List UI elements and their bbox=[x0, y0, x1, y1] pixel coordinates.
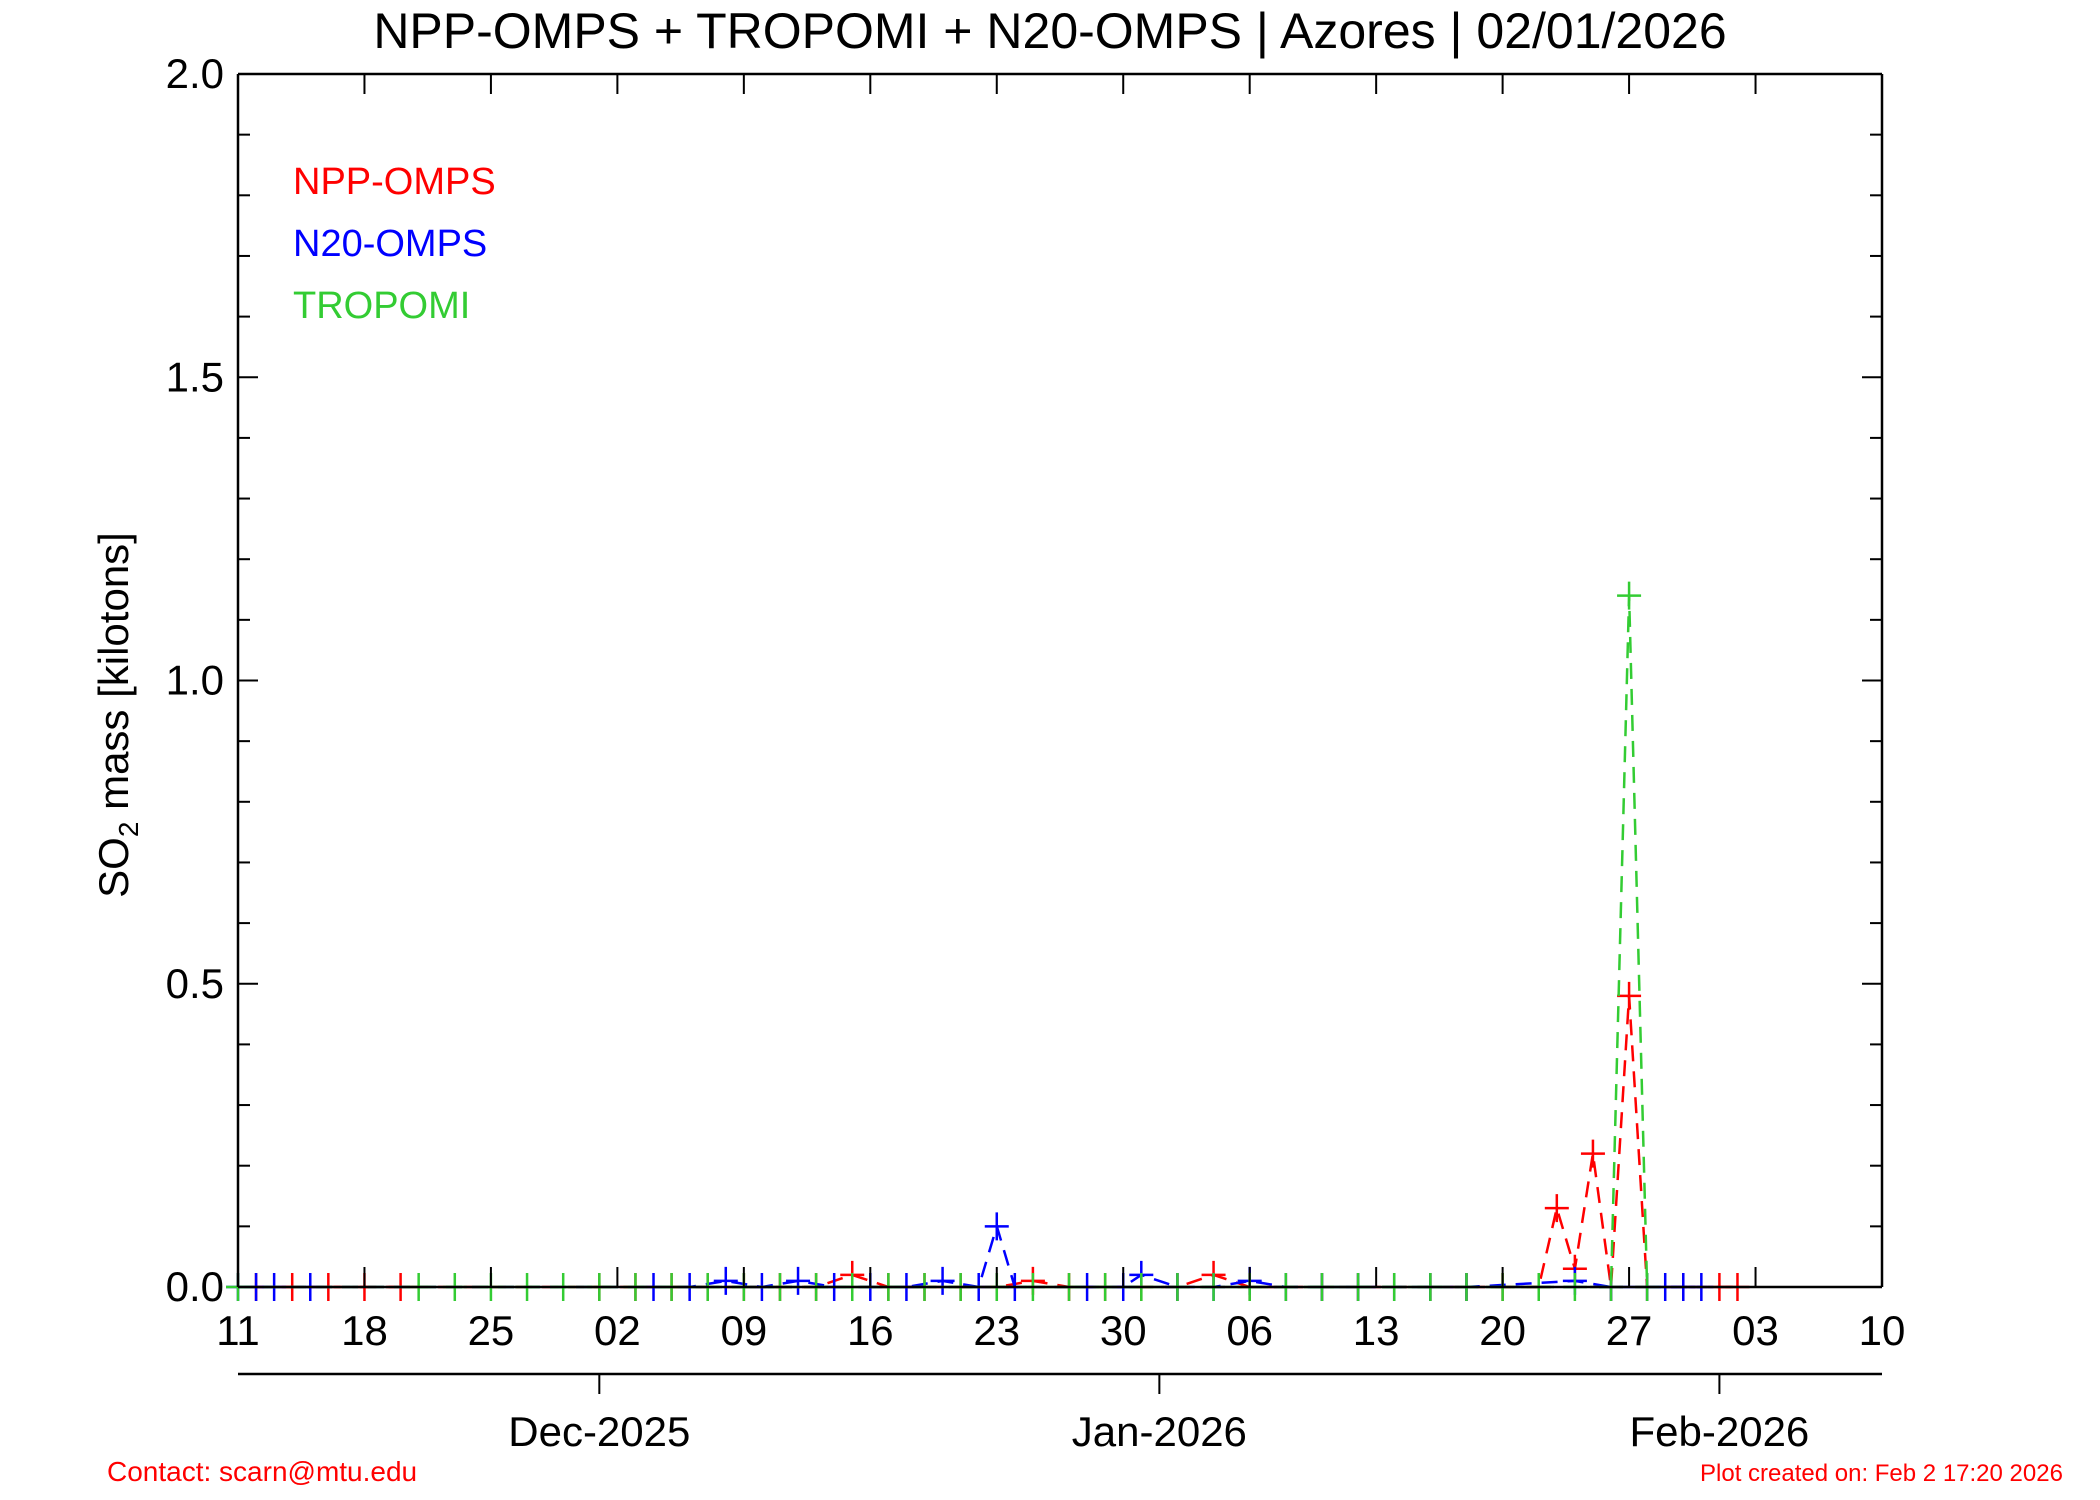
x-tick-label: 10 bbox=[1859, 1307, 1906, 1354]
month-label: Feb-2026 bbox=[1630, 1408, 1810, 1455]
data-point-npp-omps bbox=[1617, 981, 1642, 1010]
x-tick-label: 20 bbox=[1479, 1307, 1526, 1354]
y-tick-label: 1.5 bbox=[166, 353, 224, 400]
month-label: Jan-2026 bbox=[1072, 1408, 1247, 1455]
y-tick-label: 2.0 bbox=[166, 50, 224, 97]
legend-entry-tropomi: TROPOMI bbox=[293, 285, 470, 327]
plot-created-timestamp: Plot created on: Feb 2 17:20 2026 bbox=[1700, 1460, 2063, 1487]
x-tick-label: 02 bbox=[594, 1307, 641, 1354]
legend: NPP-OMPS N20-OMPS TROPOMI bbox=[293, 161, 496, 327]
x-tick-label: 13 bbox=[1353, 1307, 1400, 1354]
x-tick-label: 23 bbox=[973, 1307, 1020, 1354]
x-tick-label: 30 bbox=[1100, 1307, 1147, 1354]
x-tick-label: 06 bbox=[1226, 1307, 1273, 1354]
y-tick-label: 1.0 bbox=[166, 657, 224, 704]
series-line-npp-omps bbox=[256, 995, 1738, 1289]
data-point-n20-omps bbox=[930, 1266, 955, 1295]
contact-email: Contact: scarn@mtu.edu bbox=[107, 1456, 418, 1487]
series-layer bbox=[226, 581, 1750, 1301]
y-tick-label: 0.5 bbox=[166, 960, 224, 1007]
legend-entry-npp-omps: NPP-OMPS bbox=[293, 161, 496, 203]
x-tick-label: 25 bbox=[468, 1307, 515, 1354]
month-label: Dec-2025 bbox=[508, 1408, 690, 1455]
y-axis-label: SO2 mass [kilotons] bbox=[90, 532, 144, 898]
y-axis-label-subscript: 2 bbox=[113, 822, 144, 838]
series-line-n20-omps bbox=[238, 1221, 1702, 1289]
data-point-n20-omps bbox=[713, 1266, 738, 1295]
y-axis-label-prefix: SO bbox=[90, 837, 137, 898]
data-point-n20-omps bbox=[786, 1266, 811, 1295]
y-axis-label-suffix: mass [kilotons] bbox=[90, 532, 137, 821]
x-tick-label: 16 bbox=[847, 1307, 894, 1354]
data-point-n20-omps bbox=[984, 1212, 1009, 1241]
x-tick-label: 09 bbox=[720, 1307, 767, 1354]
axes-layer: 0.0 0.5 1.0 1.5 2.0 11 18 25 02 09 16 23 30 06 13 20 27 0… bbox=[166, 50, 1906, 1455]
x-tick-label: 18 bbox=[341, 1307, 388, 1354]
legend-entry-n20-omps: N20-OMPS bbox=[293, 223, 487, 265]
data-point-tropomi bbox=[1617, 581, 1642, 610]
x-tick-label: 11 bbox=[216, 1307, 260, 1354]
y-tick-label: 0.0 bbox=[166, 1263, 224, 1310]
data-point-npp-omps bbox=[1544, 1194, 1569, 1223]
x-tick-label: 03 bbox=[1732, 1307, 1779, 1354]
data-point-npp-omps bbox=[1580, 1139, 1605, 1168]
chart-title: NPP-OMPS + TROPOMI + N20-OMPS | Azores |… bbox=[373, 3, 1726, 59]
series-line-tropomi bbox=[238, 595, 1649, 1289]
x-tick-label: 27 bbox=[1606, 1307, 1653, 1354]
